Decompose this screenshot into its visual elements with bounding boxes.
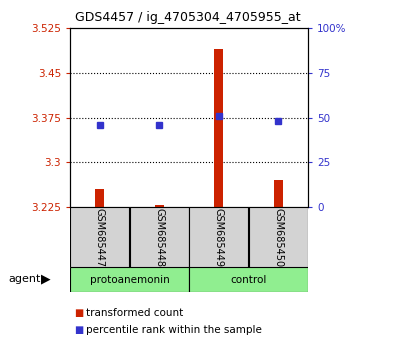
Text: protoanemonin: protoanemonin (90, 275, 170, 285)
Text: GDS4457 / ig_4705304_4705955_at: GDS4457 / ig_4705304_4705955_at (75, 11, 301, 24)
Text: control: control (231, 275, 267, 285)
Text: ■: ■ (74, 308, 83, 318)
Text: percentile rank within the sample: percentile rank within the sample (86, 325, 262, 335)
Bar (189, 207, 248, 267)
Text: transformed count: transformed count (86, 308, 183, 318)
Bar (130, 207, 189, 267)
Bar (155, 205, 164, 207)
Bar (189, 267, 308, 292)
Bar (70, 207, 129, 267)
Text: GSM685449: GSM685449 (214, 208, 224, 267)
Text: GSM685450: GSM685450 (273, 207, 283, 267)
Text: agent: agent (8, 274, 40, 284)
Bar (274, 180, 283, 207)
Bar (70, 267, 189, 292)
Text: ■: ■ (74, 325, 83, 335)
Text: GSM685447: GSM685447 (95, 207, 105, 267)
Bar (249, 207, 308, 267)
Text: GSM685448: GSM685448 (154, 208, 164, 267)
Text: ▶: ▶ (41, 273, 51, 285)
Bar (95, 189, 104, 207)
Bar (214, 49, 223, 207)
